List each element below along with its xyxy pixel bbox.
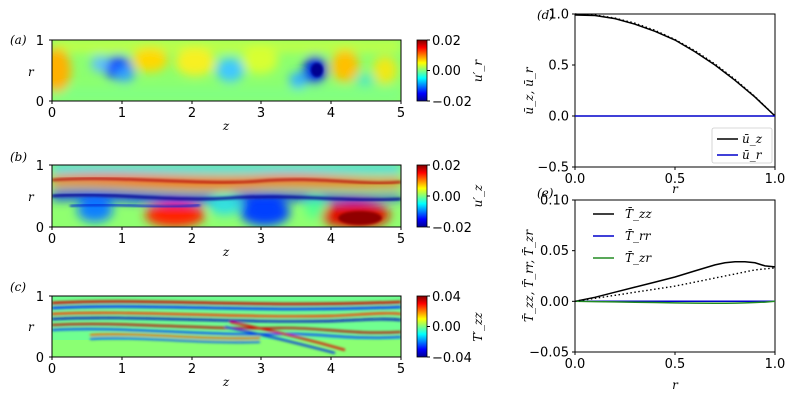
legend-e-label-tzr: T̄_zr [625,250,652,265]
tick-d-x: 0.0 [565,172,586,187]
tick-a-x: 2 [188,106,196,121]
colorbar-a-tick: 0.02 [432,34,461,49]
panel-a: (a) [10,33,485,133]
legend-e: T̄_zz T̄_rr T̄_zr [593,206,652,265]
panel-c: (c) 0 1 2 3 [10,280,485,389]
panel-c-label: (c) [10,280,26,294]
axis-b-xlabel: z [222,245,230,259]
axis-c-ylabel: r [28,320,35,334]
legend-e-label-trr: T̄_rr [625,228,652,243]
plot-e-frame [574,199,776,353]
tick-d-y: 0.5 [548,59,569,74]
legend-d-label-ur: ū_r [742,148,763,162]
panel-b: (b) 0 1 2 [10,150,485,259]
axis-c-xlabel: z [222,375,230,389]
tick-c-x: 3 [257,362,265,377]
panel-b-label: (b) [10,150,27,164]
colorbar-b-tick: 0.02 [432,159,461,174]
axis-b-ylabel: r [28,190,35,204]
tick-a-x: 3 [257,106,265,121]
legend-e-label-tzz: T̄_zz [625,206,652,221]
tick-b-x: 3 [257,232,265,247]
tick-d-y: −0.5 [537,161,569,176]
panel-e-label: (e) [537,186,554,200]
axis-a-ylabel: r [28,65,35,79]
panel-d-label: (d) [537,8,554,22]
tick-e-y: 0.05 [540,244,569,259]
axis-c-x: 0 1 2 3 4 5 z [48,357,405,389]
series-e-line-0 [574,261,776,303]
tick-b-y: 1 [36,159,44,174]
axis-c-y: 1 0 r [28,290,52,366]
axis-d-xlabel: r [672,182,679,196]
axis-a-xlabel: z [222,119,230,133]
tick-c-x: 4 [327,362,335,377]
tick-a-x: 4 [327,106,335,121]
legend-d: ū_z ū_r [711,127,773,164]
tick-a-y: 1 [36,34,44,49]
heatmap-c-field [52,296,401,357]
tick-e-y: −0.05 [529,346,569,361]
legend-d-label-uz: ū_z [742,132,763,146]
tick-e-x: 0.0 [565,357,586,372]
panel-a-label: (a) [10,33,27,47]
colorbar-c-tick: 0.00 [432,320,461,335]
tick-c-x: 1 [118,362,126,377]
tick-a-x: 5 [397,106,405,121]
tick-a-x: 1 [118,106,126,121]
axis-b-x: 0 1 2 3 4 5 z [48,227,405,259]
tick-b-x: 5 [397,232,405,247]
tick-b-y: 0 [36,221,44,236]
colorbar-a: 0.02 0.00 −0.02 u′_r [416,34,485,110]
colorbar-a-label: u′_r [471,59,485,82]
colorbar-c-tick: −0.04 [432,351,472,366]
tick-b-x: 4 [327,232,335,247]
heatmap-b-field [52,165,401,227]
tick-e-x: 0.5 [665,357,686,372]
tick-c-x: 0 [48,362,56,377]
tick-a-y: 0 [36,95,44,110]
tick-c-y: 1 [36,290,44,305]
axis-a-y: 1 0 r [28,34,52,110]
panel-d: (d) 0.0 0.5 1.01.00.50.0−0.5 r ū_z, ū_r ū_… [522,8,785,197]
tick-a-x: 0 [48,106,56,121]
axis-b-y: 1 0 r [28,159,52,236]
tick-b-x: 1 [118,232,126,247]
axis-e-ylabel: T̄_zz, T̄_rr, T̄_zr [521,229,536,322]
axis-d-ylabel: ū_z, ū_r [522,66,536,114]
colorbar-a-tick: −0.02 [432,95,472,110]
tick-e-x: 1.0 [765,357,786,372]
tick-d-x: 0.5 [665,172,686,187]
tick-b-x: 0 [48,232,56,247]
colorbar-c: 0.04 0.00 −0.04 T′_zz [416,290,485,366]
colorbar-b-tick: 0.00 [432,190,461,205]
colorbar-c-label: T′_zz [471,312,485,342]
tick-d-y: 0.0 [548,110,569,125]
tick-c-x: 2 [188,362,196,377]
tick-c-x: 5 [397,362,405,377]
colorbar-c-tick: 0.04 [432,290,461,305]
tick-c-y: 0 [36,351,44,366]
tick-e-y: 0.00 [540,295,569,310]
tick-d-y: 1.0 [548,8,569,23]
axis-e-xlabel: r [672,378,679,392]
colorbar-b: 0.02 0.00 −0.02 u′_z [416,159,485,236]
series-e-line-2 [574,300,776,304]
panel-e: (e) 0.0 0.5 1.0 0.10 0.05 0.00 −0.05 r T̄_zz, … [521,186,786,392]
series-d-line-0 [574,14,776,117]
series-d-line-2 [574,13,776,117]
tick-e-y: 0.10 [540,194,569,209]
colorbar-a-tick: 0.00 [432,64,461,79]
tick-b-x: 2 [188,232,196,247]
tick-d-x: 1.0 [765,172,786,187]
colorbar-b-tick: −0.02 [432,221,472,236]
axis-a-x: 0 1 2 3 4 5 z [48,101,405,133]
series-e-line-3 [574,267,776,302]
heatmap-a-field [52,40,401,101]
colorbar-b-label: u′_z [471,184,485,207]
